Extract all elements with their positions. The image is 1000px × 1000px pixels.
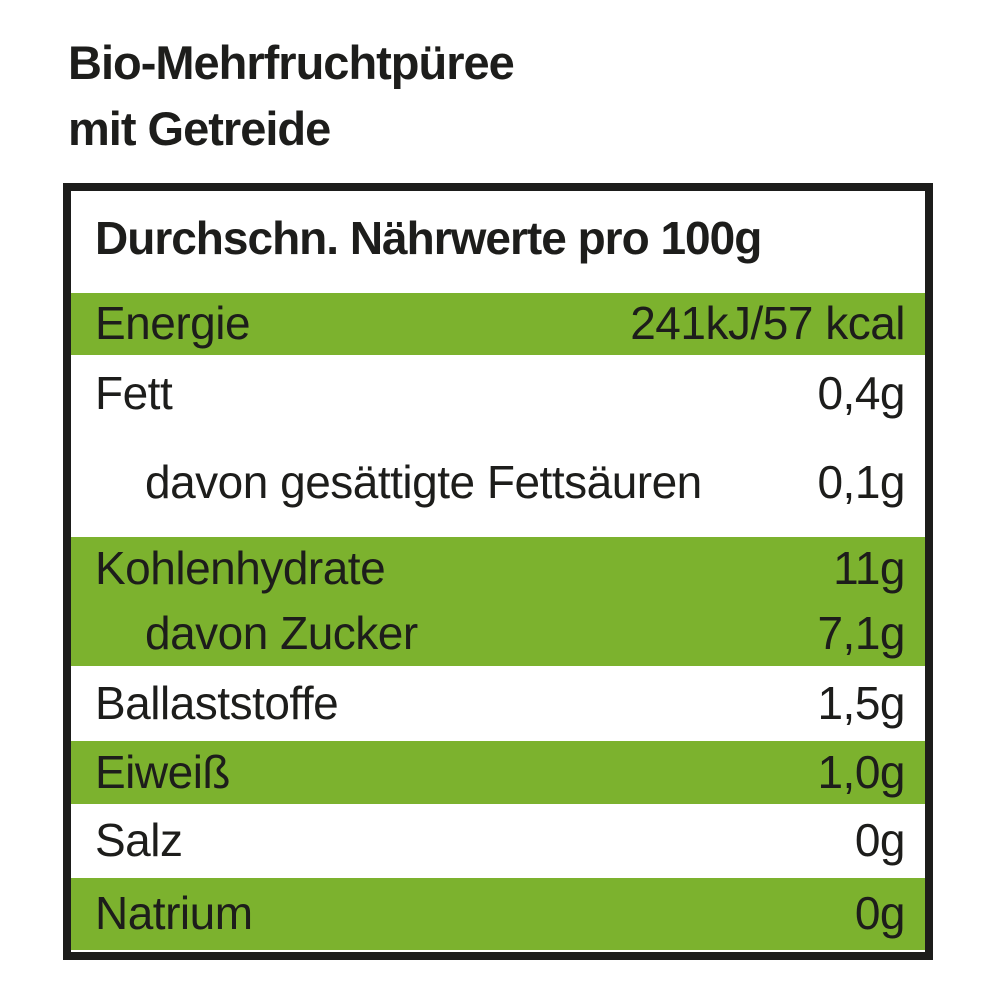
- row-label: davon Zucker: [145, 606, 418, 659]
- row-value: 0g: [854, 814, 906, 867]
- nutrition-table: Durchschn. Nährwerte pro 100g Energie 24…: [63, 183, 933, 960]
- row-label: Natrium: [95, 887, 253, 940]
- row-label: Eiweiß: [95, 745, 231, 798]
- row-value: 1,0g: [817, 745, 905, 798]
- row-value: 241kJ/57 kcal: [630, 297, 905, 350]
- row-value: 0,1g: [817, 456, 905, 509]
- row-value: 7,1g: [817, 606, 905, 659]
- row-value: 11g: [833, 542, 905, 595]
- table-row-energie: Energie 241kJ/57 kcal: [71, 291, 925, 357]
- table-header: Durchschn. Nährwerte pro 100g: [71, 191, 925, 291]
- table-row-davon-zucker: davon Zucker 7,1g: [71, 601, 925, 668]
- table-row-kohlenhydrate: Kohlenhydrate 11g: [71, 535, 925, 603]
- table-row-salz: Salz 0g: [71, 806, 925, 876]
- table-row-fett: Fett 0,4g: [71, 357, 925, 431]
- row-label: Salz: [95, 814, 183, 867]
- table-row-ballaststoffe: Ballaststoffe 1,5g: [71, 668, 925, 739]
- row-label: davon gesättigte Fettsäuren: [145, 456, 702, 509]
- row-label: Ballaststoffe: [95, 676, 339, 729]
- row-value: 0g: [854, 887, 906, 940]
- product-title-line1: Bio-Mehrfruchtpüree: [68, 36, 515, 89]
- product-title-line2: mit Getreide: [68, 102, 331, 155]
- row-value: 0,4g: [817, 367, 905, 420]
- table-row-eiweiss: Eiweiß 1,0g: [71, 739, 925, 806]
- product-title: Bio-Mehrfruchtpüree mit Getreide: [68, 30, 515, 162]
- table-header-text: Durchschn. Nährwerte pro 100g: [95, 212, 762, 264]
- row-label: Kohlenhydrate: [95, 542, 386, 595]
- table-row-natrium: Natrium 0g: [71, 876, 925, 952]
- row-label: Energie: [95, 297, 251, 350]
- row-value: 1,5g: [817, 676, 905, 729]
- table-row-gesaettigte-fettsaeuren: davon gesättigte Fettsäuren 0,1g: [71, 431, 925, 535]
- row-label: Fett: [95, 367, 173, 420]
